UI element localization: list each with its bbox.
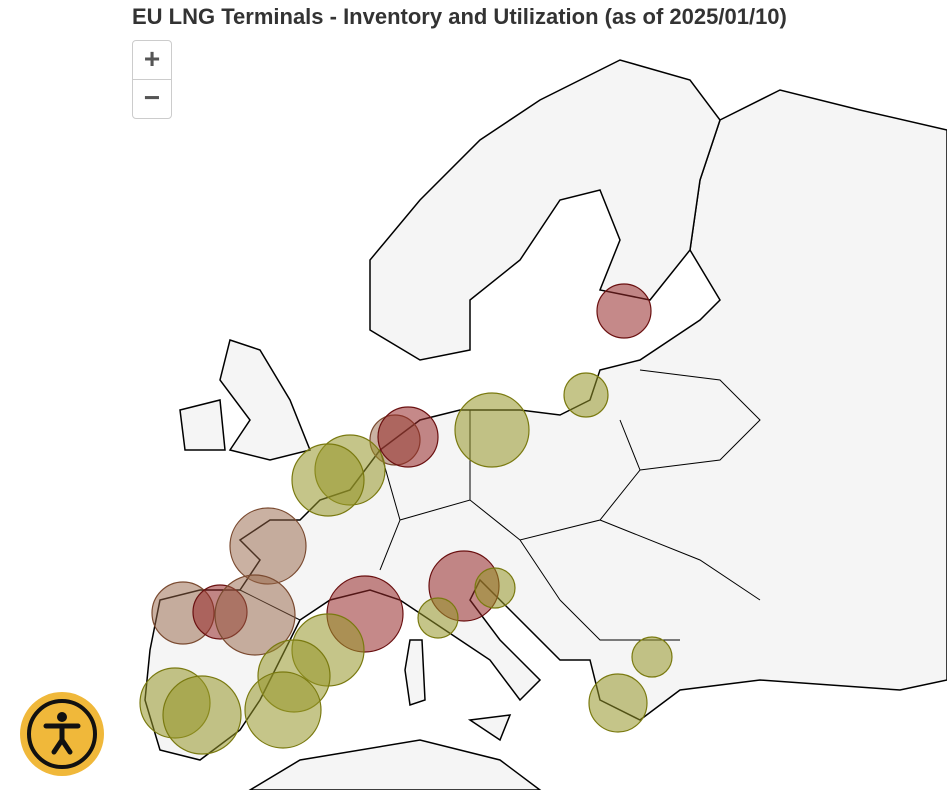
accessibility-head xyxy=(57,712,67,722)
zoom-in-button[interactable]: + xyxy=(143,43,161,74)
terminal-marker[interactable] xyxy=(588,673,648,733)
terminal-marker[interactable] xyxy=(162,675,242,755)
zoom-out-button[interactable]: − xyxy=(133,79,171,118)
ireland xyxy=(179,399,226,451)
terminal-marker[interactable] xyxy=(291,443,365,517)
terminal-marker[interactable] xyxy=(454,392,530,468)
accessibility-button[interactable] xyxy=(18,690,106,778)
terminal-marker[interactable] xyxy=(563,372,609,418)
terminal-markers xyxy=(139,283,673,755)
terminal-marker[interactable] xyxy=(214,574,296,656)
terminal-marker[interactable] xyxy=(631,636,673,678)
terminal-marker[interactable] xyxy=(474,567,516,609)
terminal-marker[interactable] xyxy=(417,597,459,639)
terminal-marker[interactable] xyxy=(596,283,652,339)
zoom-control: + − xyxy=(132,40,172,119)
corsica-sardinia xyxy=(404,639,426,706)
accessibility-ring xyxy=(27,699,97,769)
sicily xyxy=(467,714,512,742)
accessibility-figure xyxy=(43,723,81,755)
scandinavia xyxy=(369,59,721,361)
terminal-marker[interactable] xyxy=(229,507,307,585)
africa xyxy=(248,739,542,790)
terminal-marker[interactable] xyxy=(244,671,322,749)
map-title: EU LNG Terminals - Inventory and Utiliza… xyxy=(132,4,787,29)
terminal-marker[interactable] xyxy=(377,406,439,468)
great-britain xyxy=(219,339,312,461)
